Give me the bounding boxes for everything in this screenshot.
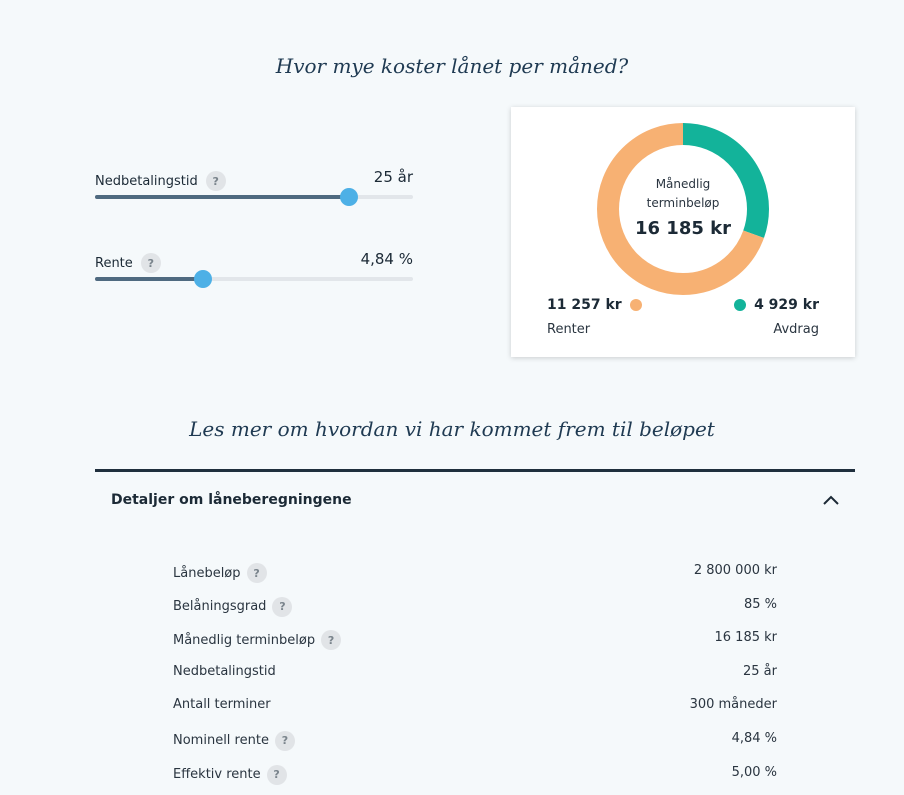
- help-icon[interactable]: ?: [274, 730, 295, 751]
- detail-row-monthly-payment: Månedlig terminbeløp ? 16 185 kr: [173, 627, 777, 661]
- detail-label-group: Belåningsgrad ?: [173, 596, 293, 617]
- monthly-payment-amount: 16 185 kr: [634, 218, 731, 239]
- detail-row-nominal-rate: Nominell rente ? 4,84 %: [173, 728, 777, 762]
- donut-slice-interest: [597, 123, 769, 295]
- detail-value: 25 år: [743, 663, 777, 679]
- detail-label-group: Effektiv rente ?: [173, 764, 287, 785]
- slider-fill: [95, 195, 350, 199]
- detail-label-group: Lånebeløp ?: [173, 563, 267, 583]
- chevron-up-icon[interactable]: [821, 492, 841, 508]
- detail-label-group: Månedlig terminbeløp ?: [173, 630, 342, 651]
- detail-label: Belåningsgrad: [173, 599, 267, 615]
- slider-fill: [95, 277, 204, 281]
- detail-label-group: Nominell rente ?: [173, 730, 295, 751]
- interest-color-dot: [629, 299, 642, 311]
- detail-value: 300 måneder: [689, 697, 777, 713]
- principal-color-dot: [734, 299, 747, 311]
- interest-rate-value: 4,84 %: [360, 250, 413, 268]
- loan-details-list: Lånebeløp ? 2 800 000 kr Belåningsgrad ?…: [173, 560, 777, 795]
- help-icon[interactable]: ?: [140, 253, 161, 273]
- monthly-payment-card: Månedlig terminbeløp 16 185 kr 11 257 kr…: [511, 107, 855, 357]
- detail-row-repayment-period: Nedbetalingstid 25 år: [173, 661, 777, 695]
- detail-value: 5,00 %: [731, 764, 777, 780]
- donut-center: Månedlig terminbeløp 16 185 kr: [629, 175, 737, 239]
- slider-track[interactable]: [95, 188, 413, 206]
- detail-row-loan-to-value: Belåningsgrad ? 85 %: [173, 594, 777, 628]
- slider-handle[interactable]: [340, 188, 359, 206]
- detail-label: Nominell rente: [173, 733, 269, 749]
- detail-label-group: Nedbetalingstid: [173, 664, 276, 679]
- detail-value: 2 800 000 kr: [693, 563, 777, 578]
- principal-label: Avdrag: [773, 322, 819, 337]
- interest-rate-label-group: Rente ?: [95, 253, 161, 273]
- detail-label: Effektiv rente: [173, 767, 261, 783]
- detail-value: 16 185 kr: [714, 630, 778, 646]
- detail-value: 85 %: [743, 596, 777, 612]
- slider-handle[interactable]: [194, 270, 213, 288]
- repayment-period-value: 25 år: [373, 168, 413, 186]
- help-icon[interactable]: ?: [246, 563, 267, 583]
- detail-label: Antall terminer: [173, 697, 271, 713]
- repayment-period-label-group: Nedbetalingstid ?: [95, 171, 226, 191]
- interest-legend: 11 257 kr: [547, 297, 642, 313]
- detail-value: 4,84 %: [731, 730, 777, 746]
- detail-row-effective-rate: Effektiv rente ? 5,00 %: [173, 762, 777, 795]
- section-subheading: Les mer om hvordan vi har kommet frem ti…: [189, 417, 715, 441]
- help-icon[interactable]: ?: [321, 630, 342, 651]
- detail-row-terms: Antall terminer 300 måneder: [173, 694, 777, 728]
- interest-rate-label: Rente: [95, 255, 133, 271]
- principal-legend: 4 929 kr: [734, 297, 819, 313]
- detail-label: Månedlig terminbeløp: [173, 632, 316, 648]
- accordion-divider: [95, 469, 855, 472]
- page-title: Hvor mye koster lånet per måned?: [275, 54, 629, 78]
- payment-donut-chart: [597, 123, 769, 295]
- detail-row-loan-amount: Lånebeløp ? 2 800 000 kr: [173, 560, 777, 594]
- principal-amount: 4 929 kr: [754, 297, 819, 313]
- accordion-title: Detaljer om låneberegningene: [111, 492, 352, 508]
- detail-label: Lånebeløp: [173, 565, 241, 581]
- interest-label: Renter: [547, 322, 591, 337]
- interest-amount: 11 257 kr: [547, 297, 622, 313]
- help-icon[interactable]: ?: [272, 596, 293, 617]
- monthly-payment-label: Månedlig terminbeløp: [646, 177, 720, 210]
- help-icon[interactable]: ?: [205, 171, 226, 191]
- detail-label: Nedbetalingstid: [173, 663, 276, 679]
- detail-label-group: Antall terminer: [173, 697, 271, 712]
- repayment-period-label: Nedbetalingstid: [95, 173, 198, 189]
- slider-track[interactable]: [95, 270, 413, 288]
- help-icon[interactable]: ?: [266, 764, 287, 785]
- loan-details-accordion: Detaljer om låneberegningene: [95, 469, 855, 528]
- accordion-toggle[interactable]: Detaljer om låneberegningene: [95, 472, 855, 528]
